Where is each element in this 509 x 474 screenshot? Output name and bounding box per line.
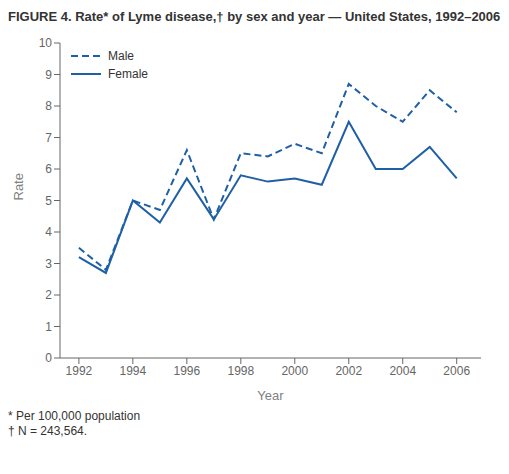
- html-text:† N = 243,564.: † N = 243,564.: [8, 424, 88, 438]
- svg-text:0: 0: [45, 351, 52, 365]
- svg-text:2004: 2004: [389, 364, 416, 378]
- svg-text:8: 8: [45, 99, 52, 113]
- svg-text:2002: 2002: [335, 364, 362, 378]
- html-text:FIGURE 4. Rate* of Lyme diseas: FIGURE 4. Rate* of Lyme disease,† by sex…: [8, 9, 501, 24]
- html-text:Male: Male: [108, 49, 134, 63]
- svg-text:5: 5: [45, 194, 52, 208]
- svg-text:1: 1: [45, 320, 52, 334]
- svg-text:1996: 1996: [173, 364, 200, 378]
- svg-text:1992: 1992: [66, 364, 93, 378]
- svg-text:9: 9: [45, 68, 52, 82]
- svg-text:10: 10: [39, 36, 53, 50]
- svg-text:2006: 2006: [443, 364, 470, 378]
- svg-text:6: 6: [45, 162, 52, 176]
- svg-text:7: 7: [45, 131, 52, 145]
- html-text:Female: Female: [108, 67, 148, 81]
- svg-text:Rate: Rate: [11, 173, 26, 200]
- svg-text:2000: 2000: [281, 364, 308, 378]
- svg-text:1994: 1994: [120, 364, 147, 378]
- svg-text:3: 3: [45, 257, 52, 271]
- svg-text:1998: 1998: [227, 364, 254, 378]
- svg-text:4: 4: [45, 225, 52, 239]
- html-text:* Per 100,000 population: * Per 100,000 population: [8, 409, 141, 423]
- svg-text:Year: Year: [257, 388, 284, 403]
- svg-text:2: 2: [45, 288, 52, 302]
